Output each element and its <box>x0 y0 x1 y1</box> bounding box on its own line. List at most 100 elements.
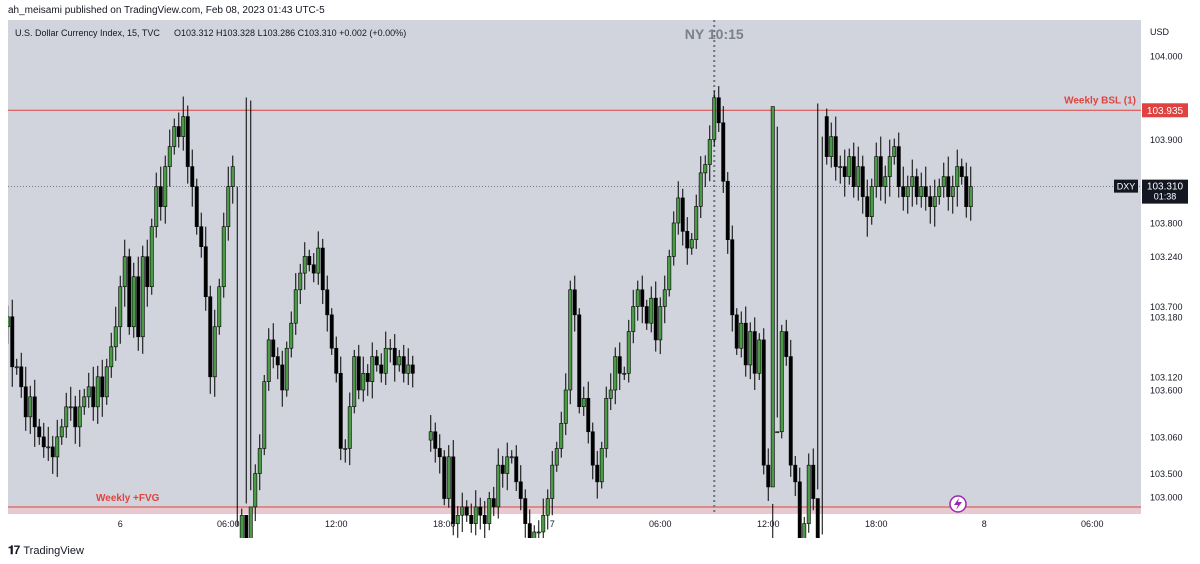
time-tick-label: 6 <box>118 519 123 529</box>
candle-bull <box>545 498 550 516</box>
candle-bull <box>55 436 60 458</box>
candle-bear <box>946 176 951 197</box>
candle-bull <box>388 347 393 350</box>
candle-bear <box>734 314 739 349</box>
candle-bear <box>100 376 105 398</box>
candle-bull <box>221 226 226 288</box>
candle-bull <box>95 376 100 408</box>
candle-bear <box>469 514 474 524</box>
publisher-line: ah_meisami published on TradingView.com,… <box>8 5 325 16</box>
footer-brand[interactable]: TradingView <box>23 544 84 557</box>
chart-area[interactable]: Weekly +FVG Weekly BSL (1) NY 10:15 U.S.… <box>8 20 1192 538</box>
candle-bull <box>887 156 892 177</box>
footer: 𝟏7 TradingView <box>8 543 84 558</box>
candle-bull <box>829 136 834 157</box>
candle-bull <box>131 276 136 328</box>
candle-bear <box>127 256 132 328</box>
candle-bull <box>181 116 186 137</box>
time-tick-label: 06:00 <box>217 519 240 529</box>
candle-bull <box>739 322 744 349</box>
symbol-line: U.S. Dollar Currency Index, 15, TVC <box>15 28 160 38</box>
candle-bull <box>667 256 672 291</box>
candle-bear <box>860 166 865 197</box>
price-tick-label: 103.700 <box>1150 302 1183 312</box>
candle-bull <box>352 356 357 408</box>
candle-bear <box>338 372 343 449</box>
candle-bear <box>640 289 645 307</box>
candle-bull <box>248 506 253 538</box>
candle-bear <box>577 314 582 408</box>
candle-bear <box>23 386 28 418</box>
candle-bull <box>86 386 91 398</box>
candle-bull <box>671 222 676 257</box>
candle-bear <box>811 464 816 499</box>
flash-icon[interactable] <box>949 495 967 513</box>
candle-bull <box>950 186 955 197</box>
candle-bear <box>595 464 600 483</box>
candle-bear <box>437 448 442 458</box>
symbol-tag <box>1114 179 1138 193</box>
candle-bull <box>649 297 654 324</box>
candle-bull <box>554 448 559 466</box>
candle-bear <box>491 498 496 508</box>
candle-bull <box>905 186 910 197</box>
candle-bull <box>289 322 294 349</box>
candle-bull <box>838 166 843 168</box>
candle-bear <box>442 456 447 499</box>
candle-bear <box>325 289 330 316</box>
candle-bull <box>383 347 388 374</box>
candle-bear <box>392 347 397 366</box>
candle-bear <box>851 156 856 187</box>
candle-bear <box>401 356 406 374</box>
tradingview-logo-icon[interactable]: 𝟏7 <box>8 543 20 557</box>
candle-bull <box>712 97 717 140</box>
price-tick-label: 103.800 <box>1150 219 1183 229</box>
candle-bear <box>743 322 748 366</box>
price-chart[interactable]: Weekly +FVG Weekly BSL (1) NY 10:15 U.S.… <box>8 20 1192 538</box>
candle-bull <box>604 398 609 449</box>
candle-bear <box>725 180 730 241</box>
time-tick-label: 18:00 <box>433 519 456 529</box>
candle-bull <box>167 146 172 167</box>
candle-bull <box>874 156 879 187</box>
time-tick-label: 8 <box>982 519 987 529</box>
candle-bear <box>842 166 847 177</box>
candle-bear <box>914 176 919 197</box>
candle-bull <box>613 356 618 391</box>
price-tick-label: 103.180 <box>1150 312 1183 322</box>
price-tick-label: 103.600 <box>1150 386 1183 396</box>
candle-bear <box>194 186 199 227</box>
candle-bull <box>757 339 762 374</box>
candle-bear <box>50 446 55 458</box>
candle-bull <box>496 464 501 508</box>
candle-bear <box>500 464 505 474</box>
candle-bear <box>959 166 964 177</box>
candle-bull <box>239 514 244 538</box>
candle-bear <box>158 186 163 207</box>
candle-bear <box>590 431 595 466</box>
candle-bear <box>32 396 37 428</box>
candle-bull <box>919 186 924 197</box>
candle-bull <box>343 448 348 450</box>
price-tick-label: 104.000 <box>1150 52 1183 62</box>
time-axis[interactable]: 6 06:00 12:00 18:00 7 06:00 12:00 18:00 8 06:00 <box>118 519 1104 529</box>
candle-bull <box>955 166 960 187</box>
candle-bull <box>676 197 681 224</box>
candle-bear <box>482 514 487 524</box>
candle-bull <box>662 289 667 307</box>
price-axis[interactable]: 104.000 103.900 103.800 103.700 103.600 103.5… <box>1150 52 1183 539</box>
candle-bear <box>190 166 195 187</box>
time-tick-label: 06:00 <box>649 519 672 529</box>
candle-bear <box>334 347 339 374</box>
candle-bull <box>28 396 33 418</box>
candle-bull <box>536 531 541 534</box>
bsl-price-tag-text: 103.935 <box>1147 106 1184 117</box>
candle-bull <box>68 406 73 409</box>
candle-bull <box>937 186 942 197</box>
candle-bull <box>509 456 514 459</box>
candle-bear <box>19 366 24 388</box>
candle-bear <box>716 97 721 124</box>
current-price-tag <box>1142 179 1188 204</box>
candle-bear <box>730 239 735 316</box>
candle-bear <box>833 136 838 167</box>
